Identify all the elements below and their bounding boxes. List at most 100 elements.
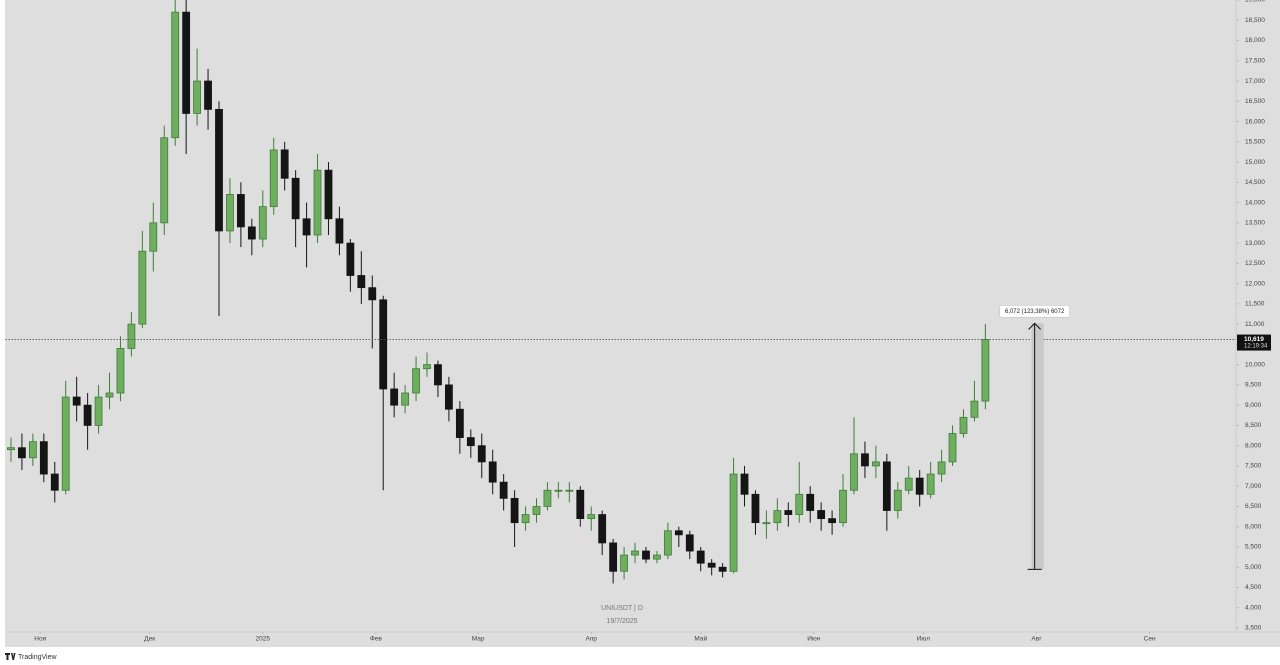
y-tick-label: 16,000 bbox=[1245, 118, 1265, 125]
candle-body bbox=[445, 384, 453, 410]
x-tick-label: Май bbox=[694, 635, 707, 643]
candle-body bbox=[532, 506, 541, 515]
y-tick-label: 10,000 bbox=[1245, 361, 1265, 368]
candle-body bbox=[554, 489, 563, 492]
candle-body bbox=[138, 250, 147, 325]
candle-body bbox=[280, 149, 289, 179]
y-tick-label: 12,500 bbox=[1245, 260, 1265, 267]
candle-body bbox=[806, 493, 815, 511]
y-tick-label: 4,500 bbox=[1245, 584, 1262, 591]
candle-body bbox=[653, 554, 661, 560]
y-tick-label: 4,000 bbox=[1245, 604, 1262, 611]
y-tick-label: 5,500 bbox=[1245, 544, 1262, 551]
x-tick-label: 2025 bbox=[256, 636, 271, 643]
brand-logo bbox=[5, 653, 16, 660]
candle-body bbox=[543, 489, 552, 507]
candle-body bbox=[685, 534, 694, 552]
y-tick-label: 3,500 bbox=[1245, 625, 1262, 632]
y-tick-label: 7,500 bbox=[1245, 463, 1262, 470]
candle-body bbox=[401, 392, 410, 406]
x-tick-label: Мар bbox=[472, 636, 485, 643]
date-watermark: 19/7/2025 bbox=[606, 618, 637, 625]
candle-body bbox=[302, 218, 311, 236]
candle-body bbox=[663, 530, 672, 556]
candle-body bbox=[926, 473, 935, 495]
y-tick-label: 12,000 bbox=[1245, 280, 1265, 287]
candle-body bbox=[390, 388, 399, 406]
candle-body bbox=[105, 392, 114, 398]
candles bbox=[7, 0, 990, 584]
y-tick-label: 11,000 bbox=[1245, 321, 1265, 328]
candle-body bbox=[784, 510, 793, 515]
candle-body bbox=[7, 447, 15, 451]
candle-body bbox=[477, 445, 486, 463]
candle-body bbox=[412, 368, 420, 394]
candle-body bbox=[149, 222, 158, 252]
y-tick-label: 8,000 bbox=[1245, 442, 1262, 449]
candle-body bbox=[50, 473, 59, 491]
candle-body bbox=[127, 323, 136, 349]
candle-body bbox=[39, 441, 48, 475]
candle-body bbox=[959, 416, 968, 434]
candle-body bbox=[324, 169, 333, 220]
candle-body bbox=[795, 493, 804, 515]
candle-body bbox=[160, 137, 169, 224]
measure-arrow bbox=[1028, 322, 1042, 330]
candle-body bbox=[729, 473, 738, 572]
candle-body bbox=[904, 477, 913, 491]
candle-body bbox=[204, 80, 212, 110]
candle-body bbox=[83, 404, 92, 426]
candle-body bbox=[488, 461, 497, 483]
candle-body bbox=[609, 542, 618, 572]
candle-body bbox=[937, 461, 946, 475]
measure-area bbox=[1031, 323, 1044, 570]
candle-body bbox=[850, 453, 858, 491]
candle-body bbox=[861, 453, 869, 467]
y-tick-label: 5,000 bbox=[1245, 564, 1262, 571]
candle-body bbox=[258, 206, 267, 240]
candle-body bbox=[751, 493, 760, 524]
candle-body bbox=[828, 518, 837, 524]
candle-body bbox=[499, 481, 508, 499]
countdown-label: 12:19:34 bbox=[1244, 344, 1268, 350]
candle-body bbox=[674, 530, 683, 536]
chart-background bbox=[5, 0, 1280, 647]
candle-body bbox=[598, 514, 607, 544]
candle-body bbox=[773, 510, 782, 524]
y-tick-label: 6,000 bbox=[1245, 523, 1262, 530]
candle-body bbox=[226, 194, 234, 232]
candle-body bbox=[839, 489, 847, 524]
candle-body bbox=[215, 108, 223, 232]
candle-body bbox=[948, 433, 957, 463]
candle-body bbox=[313, 169, 322, 236]
candle-body bbox=[269, 149, 278, 208]
candle-body bbox=[357, 275, 366, 289]
measure-label: 6,072 (123,38%) 6072 bbox=[1005, 309, 1065, 315]
brand-name: TradingView bbox=[18, 654, 57, 661]
x-tick-label: Авг bbox=[1031, 636, 1042, 643]
candle-body bbox=[18, 447, 26, 459]
candle-body bbox=[455, 408, 464, 438]
y-tick-label: 16,500 bbox=[1245, 98, 1265, 105]
y-tick-label: 6,500 bbox=[1245, 503, 1262, 510]
y-tick-label: 11,500 bbox=[1245, 301, 1265, 308]
y-tick-label: 17,000 bbox=[1245, 78, 1265, 85]
x-tick-label: Дек bbox=[144, 636, 155, 643]
y-tick-label: 13,500 bbox=[1245, 220, 1265, 227]
y-tick-label: 18,500 bbox=[1245, 17, 1265, 24]
candle-body bbox=[335, 218, 344, 244]
y-tick-label: 17,500 bbox=[1245, 57, 1265, 64]
y-tick-label: 13,000 bbox=[1245, 240, 1265, 247]
candle-body bbox=[587, 514, 596, 520]
candle-body bbox=[620, 554, 628, 572]
candle-body bbox=[981, 339, 990, 402]
candle-body bbox=[565, 489, 574, 492]
candle-body bbox=[236, 194, 245, 228]
y-tick-label: 15,500 bbox=[1245, 139, 1265, 146]
candle-body bbox=[466, 437, 475, 447]
candle-body bbox=[94, 396, 103, 426]
last-price-badge bbox=[1237, 334, 1271, 351]
candle-body bbox=[882, 461, 891, 511]
candle-body bbox=[707, 562, 716, 568]
